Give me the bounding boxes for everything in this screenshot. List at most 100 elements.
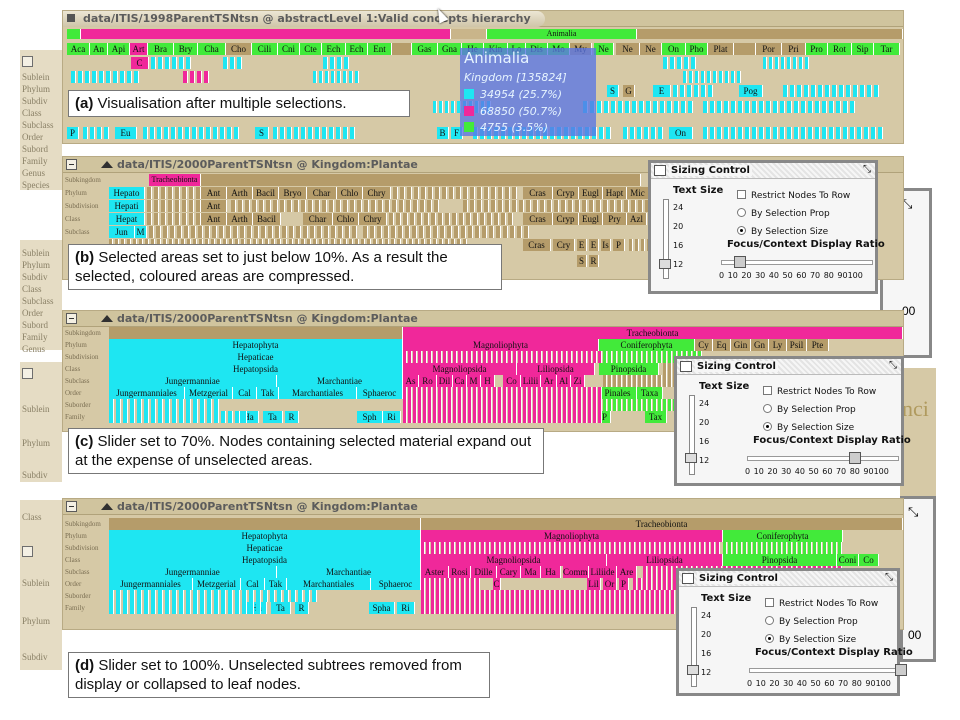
subkingdom-cell[interactable]: Tracheobionta	[149, 174, 201, 186]
tree-node[interactable]: M	[467, 375, 481, 387]
tree-node[interactable]	[651, 590, 655, 602]
tree-node[interactable]	[804, 85, 809, 97]
tree-node[interactable]	[533, 351, 537, 363]
tree-node[interactable]	[498, 411, 502, 423]
tree-node[interactable]	[483, 351, 487, 363]
tree-node[interactable]	[106, 71, 111, 83]
tree-node[interactable]	[214, 399, 219, 411]
tree-node[interactable]	[165, 602, 170, 614]
tree-node[interactable]	[631, 200, 636, 212]
tree-node[interactable]	[543, 351, 547, 363]
tree-node[interactable]	[558, 387, 562, 399]
tree-node[interactable]	[453, 351, 457, 363]
tree-node[interactable]	[558, 399, 562, 411]
tree-node[interactable]	[212, 226, 217, 238]
tree-node[interactable]	[419, 226, 424, 238]
tree-node[interactable]	[453, 411, 457, 423]
tree-node[interactable]	[775, 57, 779, 69]
tree-node[interactable]	[508, 411, 512, 423]
tree-node[interactable]	[658, 566, 662, 578]
tree-node[interactable]	[190, 71, 195, 83]
tree-node[interactable]	[780, 127, 785, 139]
tree-node[interactable]	[815, 101, 820, 113]
tree-node[interactable]	[483, 399, 487, 411]
tree-node[interactable]	[193, 590, 198, 602]
tree-node[interactable]	[508, 387, 512, 399]
tree-node[interactable]	[641, 590, 645, 602]
tree-node[interactable]	[745, 101, 750, 113]
tree-node[interactable]	[483, 411, 487, 423]
tree-node[interactable]	[456, 187, 461, 199]
tree-node[interactable]	[596, 200, 601, 212]
tree-node[interactable]	[275, 226, 280, 238]
tree-node[interactable]: Tax	[645, 411, 667, 423]
tree-node[interactable]	[653, 578, 657, 590]
tree-node[interactable]	[71, 71, 76, 83]
tree-node[interactable]	[249, 590, 254, 602]
tree-node[interactable]	[116, 590, 121, 602]
tree-node[interactable]	[773, 127, 778, 139]
tree-node[interactable]: Chry	[359, 213, 387, 225]
tree-node[interactable]	[521, 590, 525, 602]
tree-node[interactable]	[268, 226, 273, 238]
tree-node[interactable]	[175, 213, 180, 225]
tree-node[interactable]	[601, 602, 605, 614]
tree-node[interactable]	[175, 187, 180, 199]
tree-node[interactable]	[423, 387, 427, 399]
tree-node[interactable]	[233, 226, 238, 238]
tree-node[interactable]	[671, 590, 675, 602]
tree-node[interactable]	[598, 387, 602, 399]
tree-node[interactable]	[553, 399, 557, 411]
collapse-icon[interactable]	[22, 56, 33, 67]
tree-node[interactable]	[541, 590, 545, 602]
tree-node[interactable]	[147, 213, 152, 225]
tree-node[interactable]	[822, 127, 827, 139]
tree-node[interactable]	[99, 71, 104, 83]
tree-node[interactable]	[441, 602, 445, 614]
tree-node[interactable]	[503, 399, 507, 411]
tree-node[interactable]: Cili	[252, 43, 278, 55]
tree-node[interactable]	[431, 578, 435, 590]
tree-node[interactable]	[116, 602, 121, 614]
tree-node[interactable]	[568, 351, 572, 363]
tree-node[interactable]	[723, 542, 727, 554]
tree-node[interactable]	[343, 200, 348, 212]
tree-node[interactable]	[568, 411, 572, 423]
tree-node[interactable]	[573, 399, 577, 411]
tree-node[interactable]	[793, 542, 797, 554]
tree-node[interactable]	[708, 85, 713, 97]
focus-context-slider-thumb[interactable]	[895, 664, 907, 676]
tree-node[interactable]	[270, 590, 275, 602]
tree-node[interactable]	[643, 566, 647, 578]
tree-node[interactable]: Aster	[421, 566, 449, 578]
tree-node[interactable]	[418, 387, 422, 399]
tree-node[interactable]	[466, 602, 470, 614]
tree-node[interactable]	[510, 226, 515, 238]
tree-node[interactable]	[426, 602, 430, 614]
tree-node[interactable]	[808, 101, 813, 113]
tree-node[interactable]	[593, 351, 597, 363]
tree-node[interactable]: Cy	[695, 339, 713, 351]
tree-node[interactable]	[571, 602, 575, 614]
tree-node[interactable]	[536, 542, 540, 554]
tree-node[interactable]	[130, 590, 135, 602]
tree-node[interactable]	[763, 542, 767, 554]
tree-node[interactable]	[158, 399, 163, 411]
tree-node[interactable]	[643, 399, 647, 411]
tree-node[interactable]	[743, 542, 747, 554]
tree-node[interactable]	[296, 226, 301, 238]
tree-node[interactable]	[488, 351, 492, 363]
tree-node[interactable]: E	[589, 239, 599, 251]
tree-node[interactable]	[797, 85, 802, 97]
tree-node[interactable]	[294, 127, 299, 139]
tree-node[interactable]	[165, 399, 170, 411]
tree-node[interactable]	[521, 602, 525, 614]
tree-node[interactable]	[221, 411, 226, 423]
tree-node[interactable]	[498, 351, 502, 363]
tree-node[interactable]	[582, 200, 587, 212]
tree-node[interactable]	[653, 399, 657, 411]
subkingdom-cell[interactable]: Tracheobionta	[403, 327, 903, 339]
tree-node[interactable]	[428, 187, 433, 199]
tree-node[interactable]: Ri	[397, 602, 415, 614]
tree-node[interactable]	[713, 71, 717, 83]
